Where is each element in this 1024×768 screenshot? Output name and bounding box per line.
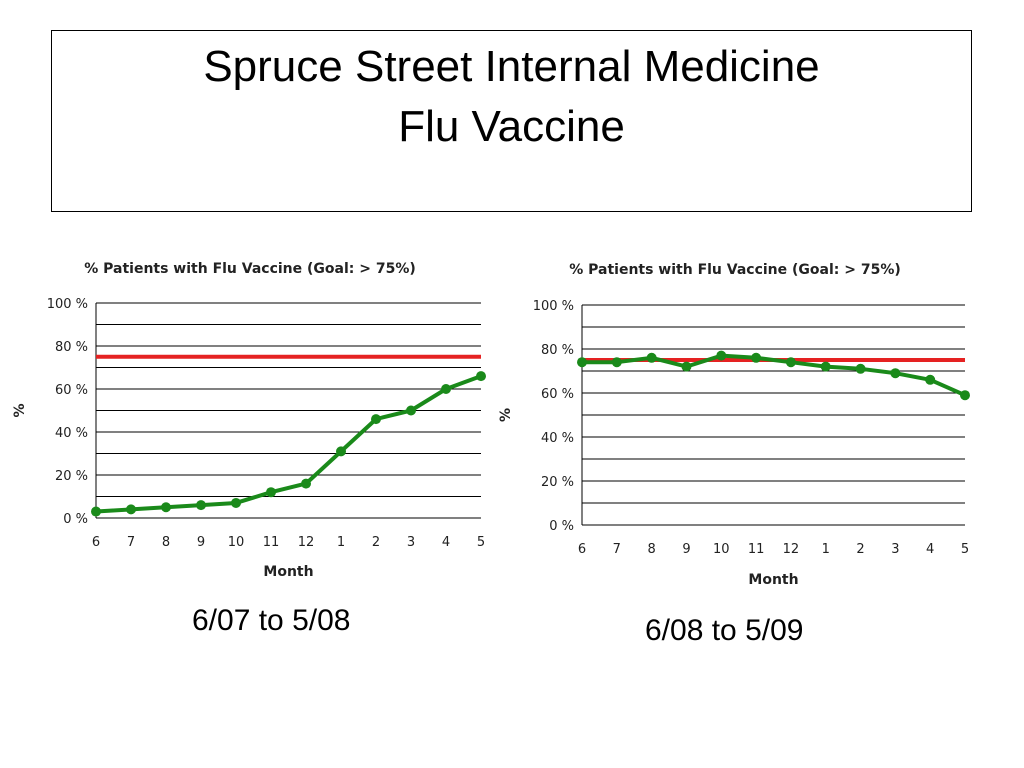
chart-1-y-tick-label: 40 %	[55, 426, 88, 441]
chart-1-y-tick-label: 20 %	[55, 469, 88, 484]
chart-1-data-point	[91, 506, 101, 517]
chart-2-x-tick-label: 7	[613, 542, 621, 557]
chart-1-x-tick-label: 9	[197, 535, 205, 550]
chart-2-data-point	[960, 390, 970, 401]
chart-2-x-axis-label: Month	[748, 572, 798, 588]
chart-2-x-tick-label: 4	[926, 542, 934, 557]
chart-1-x-tick-label: 1	[337, 535, 345, 550]
chart-1-y-tick-label: 100 %	[47, 297, 88, 312]
chart-2-x-tick-label: 12	[783, 542, 800, 557]
chart-1-data-point	[126, 504, 136, 515]
chart-1-title: % Patients with Flu Vaccine (Goal: > 75%…	[84, 261, 416, 277]
chart-1-data-point	[336, 446, 346, 457]
chart-2-y-axis-label: %	[498, 408, 514, 422]
chart-1-data-point	[196, 500, 206, 511]
chart-1-x-tick-label: 8	[162, 535, 170, 550]
chart-2-data-point	[681, 361, 692, 372]
chart-1-x-tick-label: 2	[372, 535, 380, 550]
chart-2-x-tick-label: 3	[891, 542, 899, 557]
chart-1-data-point	[441, 384, 451, 394]
chart-1-y-tick-label: 0 %	[63, 512, 88, 527]
chart-2-data-point	[751, 352, 762, 363]
chart-2-y-tick-label: 20 %	[541, 475, 574, 490]
chart-2-title: % Patients with Flu Vaccine (Goal: > 75%…	[569, 262, 901, 278]
chart-1-x-axis-label: Month	[263, 564, 313, 580]
chart-1-x-tick-label: 10	[228, 535, 245, 550]
chart-1-y-tick-label: 80 %	[55, 340, 88, 355]
chart-2-data-point	[646, 352, 657, 363]
chart-2-x-tick-label: 5	[961, 542, 969, 557]
chart-2-data-point	[820, 361, 831, 372]
chart-2-x-tick-label: 6	[578, 542, 586, 557]
chart-2-x-tick-label: 10	[713, 542, 730, 557]
chart-2-y-tick-label: 40 %	[541, 431, 574, 446]
chart-1-data-point	[371, 414, 381, 425]
chart-1-y-tick-label: 60 %	[55, 383, 88, 398]
chart-2-x-tick-label: 8	[647, 542, 655, 557]
chart-2-x-tick-label: 9	[682, 542, 690, 557]
chart-1-data-point	[301, 478, 311, 489]
chart-1-data-point	[266, 487, 276, 498]
chart-2-data-point	[890, 368, 901, 379]
chart-1-data-point	[476, 371, 486, 382]
chart-1-x-tick-label: 5	[477, 535, 485, 550]
slide-title-box: Spruce Street Internal Medicine Flu Vacc…	[51, 30, 972, 212]
chart-2-y-tick-label: 0 %	[549, 519, 574, 534]
chart-2-x-tick-label: 2	[856, 542, 864, 557]
chart-2-data-point	[925, 374, 936, 385]
chart-1-x-tick-label: 4	[442, 535, 450, 550]
chart-1-y-axis-label: %	[12, 403, 28, 417]
chart-1-data-point	[161, 502, 171, 513]
chart-1-x-tick-label: 6	[92, 535, 100, 550]
slide-title: Spruce Street Internal Medicine	[203, 42, 820, 91]
chart-2-data-point	[785, 357, 796, 368]
chart-1-caption: 6/07 to 5/08	[192, 604, 351, 637]
chart-2-data-point	[577, 357, 587, 368]
chart-2-series-line	[582, 353, 966, 398]
chart-1-x-tick-label: 3	[407, 535, 415, 550]
chart-1-series-line	[95, 374, 482, 514]
chart-2-data-point	[611, 357, 622, 368]
chart-2-data-point	[716, 350, 727, 361]
chart-2-data-point	[855, 363, 866, 374]
chart-1-data-point	[406, 405, 416, 416]
chart-1-data-point	[231, 497, 241, 508]
chart-1-x-tick-label: 11	[263, 535, 280, 550]
chart-2-x-tick-label: 11	[748, 542, 765, 557]
chart-2-y-tick-label: 100 %	[533, 299, 574, 314]
chart-1-x-tick-label: 12	[298, 535, 315, 550]
chart-2-y-tick-label: 80 %	[541, 343, 574, 358]
chart-2-y-tick-label: 60 %	[541, 387, 574, 402]
slide-subtitle: Flu Vaccine	[398, 102, 625, 151]
chart-2-caption: 6/08 to 5/09	[645, 614, 804, 647]
chart-1-x-tick-label: 7	[127, 535, 135, 550]
chart-2-x-tick-label: 1	[822, 542, 830, 557]
